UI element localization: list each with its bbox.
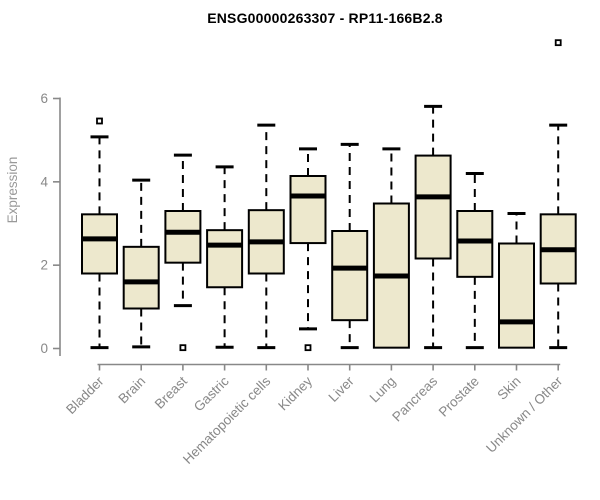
y-tick-label-0: 0 xyxy=(40,341,48,356)
box-gastric xyxy=(206,229,244,289)
outlier-point-breast xyxy=(179,344,187,352)
x-tick-label-prostate: Prostate xyxy=(436,374,482,420)
box-pancreas xyxy=(414,154,452,260)
box-brain xyxy=(122,245,160,310)
x-tick-label-breast: Breast xyxy=(152,373,190,411)
x-tick-label-pancreas: Pancreas xyxy=(389,373,440,424)
x-tick-label-liver: Liver xyxy=(326,373,358,405)
box-skin xyxy=(498,242,535,349)
y-tick-label-2: 2 xyxy=(40,258,48,273)
outlier-point-kidney xyxy=(304,344,312,352)
box-bladder xyxy=(81,213,118,275)
x-tick-label-brain: Brain xyxy=(115,374,148,407)
x-tick-label-kidney: Kidney xyxy=(275,373,315,413)
y-tick-label-6: 6 xyxy=(40,91,48,106)
x-tick-label-unknown-other: Unknown / Other xyxy=(483,373,566,456)
x-tick-label-skin: Skin xyxy=(494,374,523,403)
outlier-point-unknown-other xyxy=(554,39,562,47)
y-tick-label-4: 4 xyxy=(40,174,48,189)
box-breast xyxy=(164,210,202,264)
box-liver xyxy=(331,230,369,322)
box-prostate xyxy=(456,210,494,278)
x-tick-label-lung: Lung xyxy=(367,374,399,406)
x-tick-label-bladder: Bladder xyxy=(63,373,107,417)
box-kidney xyxy=(289,175,327,245)
y-axis-title: Expression xyxy=(5,157,20,224)
chart-title: ENSG00000263307 - RP11-166B2.8 xyxy=(207,10,443,26)
x-tick-label-gastric: Gastric xyxy=(191,373,232,414)
outlier-point-bladder xyxy=(96,117,103,125)
